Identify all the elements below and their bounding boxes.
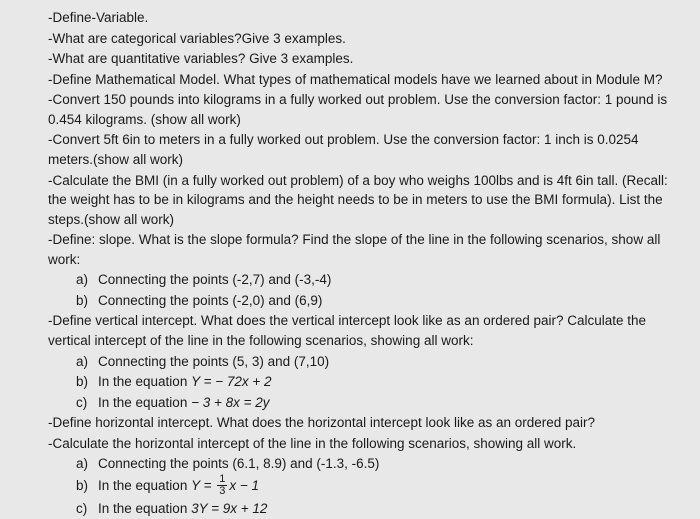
question-line: -Define horizontal intercept. What does … xyxy=(48,413,678,433)
question-line: -Convert 5ft 6in to meters in a fully wo… xyxy=(48,130,678,169)
sub-label: b) xyxy=(76,291,98,311)
equation-tail: x − 1 xyxy=(229,478,259,493)
sub-item: a)Connecting the points (6.1, 8.9) and (… xyxy=(76,454,678,474)
equation: Y = − 72x + 2 xyxy=(191,374,271,389)
question-line: -What are categorical variables?Give 3 e… xyxy=(48,29,678,49)
sub-label: c) xyxy=(76,499,98,519)
question-line: -Define-Variable. xyxy=(48,8,678,28)
sub-item: a)Connecting the points (-2,7) and (-3,-… xyxy=(76,270,678,290)
sub-label: a) xyxy=(76,454,98,474)
sub-item: b)In the equation Y = − 72x + 2 xyxy=(76,372,678,392)
question-line: -Define Mathematical Model. What types o… xyxy=(48,70,678,90)
fraction-denominator: 3 xyxy=(217,486,227,497)
equation-y: Y = xyxy=(191,478,215,493)
question-line: -Calculate the BMI (in a fully worked ou… xyxy=(48,171,678,230)
sub-label: c) xyxy=(76,393,98,413)
sub-text: In the equation xyxy=(98,478,191,493)
question-line: -Define: slope. What is the slope formul… xyxy=(48,230,678,269)
sub-text: In the equation xyxy=(98,395,191,410)
sub-text: In the equation xyxy=(98,374,191,389)
sub-label: b) xyxy=(76,476,98,496)
sub-item: c)In the equation − 3 + 8x = 2y xyxy=(76,393,678,413)
sub-text: Connecting the points (5, 3) and (7,10) xyxy=(98,354,329,369)
sub-text: In the equation xyxy=(98,501,191,516)
question-line: -What are quantitative variables? Give 3… xyxy=(48,49,678,69)
question-line: -Convert 150 pounds into kilograms in a … xyxy=(48,90,678,129)
sub-item: b)In the equation Y = 13x − 1 xyxy=(76,475,678,498)
fraction: 13 xyxy=(217,474,227,497)
sub-label: b) xyxy=(76,372,98,392)
question-line: -Define vertical intercept. What does th… xyxy=(48,311,678,350)
sub-item: c)In the equation 3Y = 9x + 12 xyxy=(76,499,678,519)
question-line: -Calculate the horizontal intercept of t… xyxy=(48,434,678,454)
sub-text: Connecting the points (-2,7) and (-3,-4) xyxy=(98,272,331,287)
sub-label: a) xyxy=(76,270,98,290)
equation: − 3 + 8x = 2y xyxy=(191,395,269,410)
sub-item: b)Connecting the points (-2,0) and (6,9) xyxy=(76,291,678,311)
sub-item: a)Connecting the points (5, 3) and (7,10… xyxy=(76,352,678,372)
sub-label: a) xyxy=(76,352,98,372)
equation: 3Y = 9x + 12 xyxy=(191,501,267,516)
sub-text: Connecting the points (6.1, 8.9) and (-1… xyxy=(98,456,379,471)
sub-text: Connecting the points (-2,0) and (6,9) xyxy=(98,293,322,308)
